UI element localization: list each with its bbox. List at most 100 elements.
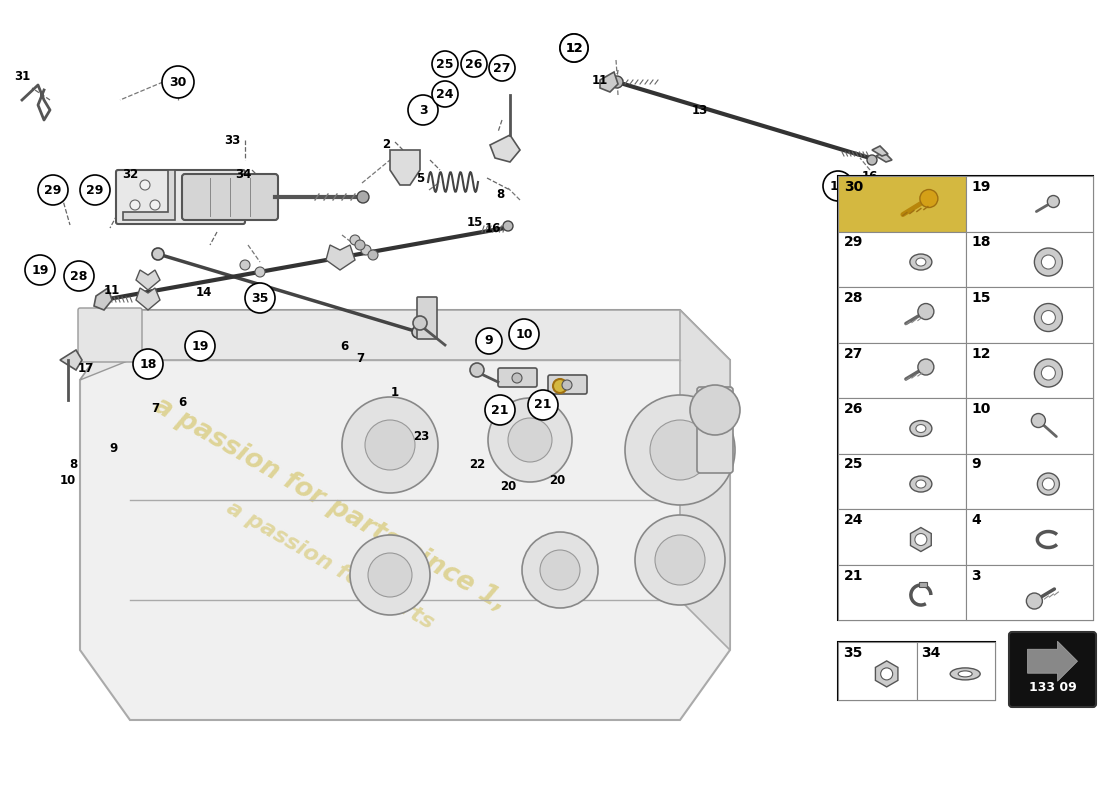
Circle shape [540,550,580,590]
Text: 13: 13 [692,103,708,117]
Text: 12: 12 [971,346,991,361]
Bar [838,565,966,620]
Polygon shape [600,72,618,92]
Circle shape [635,515,725,605]
FancyBboxPatch shape [116,170,245,224]
Circle shape [1026,593,1043,609]
Text: 23: 23 [412,430,429,442]
Circle shape [140,180,150,190]
Circle shape [408,95,438,125]
Text: 24: 24 [437,87,453,101]
Circle shape [917,359,934,375]
Circle shape [358,191,368,203]
Ellipse shape [910,254,932,270]
Polygon shape [876,661,898,687]
Text: 15: 15 [829,179,847,193]
Bar [966,176,1093,231]
Circle shape [255,267,265,277]
Polygon shape [60,350,82,370]
Text: 5: 5 [416,171,425,185]
Circle shape [562,380,572,390]
Text: 1: 1 [390,386,399,398]
Polygon shape [876,152,892,162]
Circle shape [185,331,214,361]
Circle shape [130,200,140,210]
Circle shape [690,385,740,435]
Text: 17: 17 [78,362,95,374]
Bar [838,398,966,454]
Text: 34: 34 [234,167,251,181]
Text: 32: 32 [122,167,139,181]
Circle shape [490,55,515,81]
Text: 30: 30 [844,180,864,194]
Circle shape [1047,195,1059,207]
Text: 20: 20 [549,474,565,486]
Circle shape [461,51,487,77]
Text: 18: 18 [140,358,156,370]
Bar [966,287,1093,342]
Bar [838,176,1093,620]
Polygon shape [80,310,730,720]
Circle shape [610,76,623,88]
Circle shape [80,175,110,205]
Circle shape [133,349,163,379]
Circle shape [512,373,522,383]
Circle shape [1034,303,1063,331]
Circle shape [152,248,164,260]
Text: 2: 2 [382,138,390,150]
Bar [966,565,1093,620]
Circle shape [823,171,852,201]
Bar [838,287,966,342]
Bar [838,642,996,700]
Bar [838,454,966,509]
Circle shape [509,319,539,349]
Circle shape [150,200,160,210]
Circle shape [915,534,927,546]
Text: 28: 28 [70,270,88,282]
Text: 15: 15 [466,215,483,229]
Circle shape [917,303,934,319]
Text: 21: 21 [535,398,552,411]
Text: 9: 9 [485,334,493,347]
Circle shape [625,395,735,505]
Polygon shape [136,288,160,310]
Text: 27: 27 [844,346,864,361]
Bar [918,582,927,587]
Circle shape [342,397,438,493]
Bar [838,509,966,565]
Circle shape [355,240,365,250]
Circle shape [432,51,458,77]
Text: 8: 8 [69,458,77,470]
Polygon shape [872,146,888,156]
Polygon shape [80,310,730,410]
Text: a passion for parts: a passion for parts [223,498,437,633]
Text: 7: 7 [151,402,160,414]
Circle shape [488,398,572,482]
Circle shape [1042,366,1055,380]
FancyBboxPatch shape [182,174,278,220]
Text: 33: 33 [224,134,240,146]
FancyBboxPatch shape [548,375,587,394]
Text: 6: 6 [178,395,186,409]
Text: 133 09: 133 09 [1028,681,1077,694]
Polygon shape [911,527,932,551]
Text: 21: 21 [492,403,508,417]
Text: 4: 4 [971,513,981,527]
Text: 3: 3 [971,569,981,582]
Circle shape [365,420,415,470]
Text: 24: 24 [844,513,864,527]
Circle shape [1034,359,1063,387]
Text: 29: 29 [44,183,62,197]
Text: 11: 11 [592,74,608,86]
Circle shape [522,532,598,608]
Text: 34: 34 [922,646,940,660]
Polygon shape [136,270,160,290]
Text: a passion for parts since 1,: a passion for parts since 1, [148,393,512,617]
Ellipse shape [910,476,932,492]
Bar [838,642,916,700]
Bar [966,454,1093,509]
Text: 6: 6 [340,339,348,353]
Circle shape [485,395,515,425]
Polygon shape [94,288,112,310]
Ellipse shape [910,421,932,437]
